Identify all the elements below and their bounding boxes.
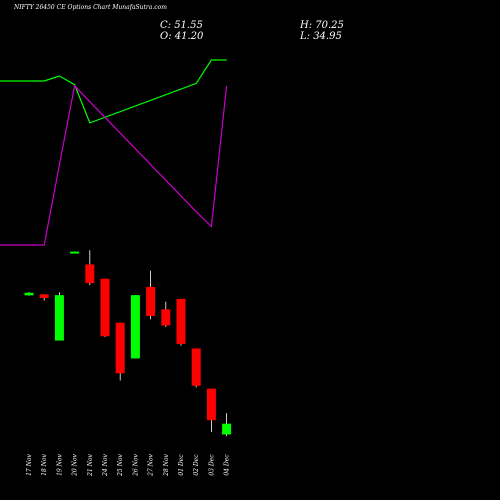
x-tick-label: 27 Nov	[148, 453, 155, 476]
chart-title: NIFTY 26450 CE Options Chart MunafaSutra…	[14, 4, 167, 11]
x-tick-label: 02 Dec	[193, 454, 200, 476]
candle-body-24-nov	[100, 278, 110, 337]
close-value: C: 51.55	[160, 20, 203, 31]
x-tick-label: 04 Dec	[224, 454, 231, 476]
x-tick-label: 21 Nov	[87, 453, 94, 476]
low-value: L: 34.95	[300, 31, 342, 42]
candle-body-27-nov	[146, 286, 156, 316]
candle-body-04-dec	[222, 423, 232, 435]
x-tick-label: 01 Dec	[178, 454, 185, 476]
candle-body-01-dec	[176, 298, 186, 344]
candle-body-21-nov	[85, 264, 95, 284]
candle-body-20-nov	[70, 251, 80, 254]
candle-body-03-dec	[206, 388, 216, 421]
high-value: H: 70.25	[300, 20, 344, 31]
x-tick-label: 18 Nov	[41, 453, 48, 475]
x-tick-label: 03 Dec	[208, 454, 215, 476]
overlay-line-1	[0, 59, 227, 124]
candle-body-19-nov	[54, 295, 64, 341]
candle-body-26-nov	[130, 295, 140, 359]
candle-body-28-nov	[161, 309, 171, 326]
x-tick-label: 17 Nov	[26, 453, 33, 475]
candle-body-17-nov	[24, 292, 34, 296]
open-value: O: 41.20	[160, 31, 204, 42]
candle-body-18-nov	[39, 294, 49, 298]
x-tick-label: 28 Nov	[163, 453, 170, 476]
x-tick-label: 24 Nov	[102, 453, 109, 476]
x-tick-label: 26 Nov	[132, 453, 139, 476]
x-tick-label: 25 Nov	[117, 453, 124, 476]
candle-body-02-dec	[191, 348, 201, 386]
x-tick-label: 19 Nov	[56, 453, 63, 475]
candle-body-25-nov	[115, 322, 125, 374]
overlay-line-2	[0, 84, 228, 246]
x-tick-label: 20 Nov	[72, 453, 79, 476]
